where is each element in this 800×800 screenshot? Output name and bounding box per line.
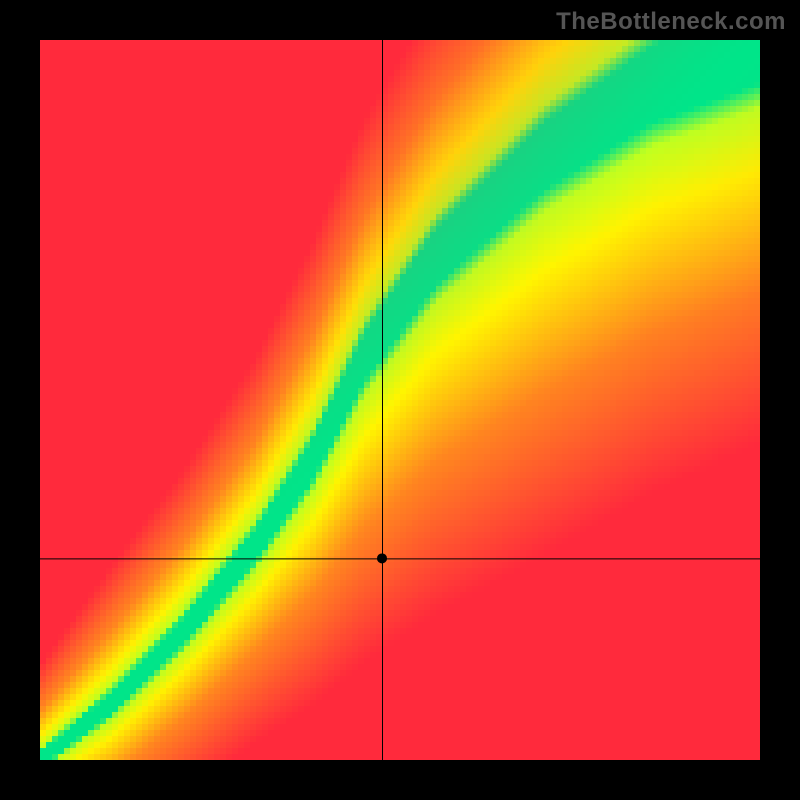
heatmap-canvas — [40, 40, 760, 760]
chart-container: TheBottleneck.com — [0, 0, 800, 800]
watermark-text: TheBottleneck.com — [556, 8, 786, 36]
plot-area — [40, 40, 760, 760]
